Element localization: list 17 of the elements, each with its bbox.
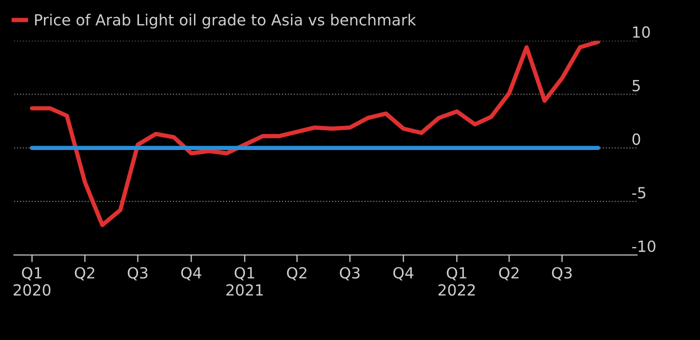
x-tick-label: Q2 bbox=[499, 267, 518, 280]
x-tick-label: Q2 bbox=[287, 267, 306, 280]
x-tick-label: Q4 bbox=[393, 267, 414, 280]
x-tick-label: Q1 2022 bbox=[438, 267, 475, 296]
y-tick-label: -5 bbox=[632, 187, 646, 198]
legend-label: Price of Arab Light oil grade to Asia vs benchmark bbox=[35, 14, 416, 29]
x-tick-label: Q3 bbox=[128, 267, 148, 280]
y-tick-label: -10 bbox=[632, 240, 656, 252]
y-tick-label: 0 bbox=[632, 133, 640, 145]
x-tick-label: Q2 bbox=[74, 267, 94, 280]
y-tick-label: 10 bbox=[633, 26, 650, 38]
x-tick-label: Q1 2021 bbox=[226, 267, 263, 296]
x-tick-label: Q4 bbox=[181, 267, 202, 280]
x-tick-label: Q3 bbox=[552, 267, 572, 280]
x-tick-label: Q1 2020 bbox=[14, 267, 50, 296]
y-tick-label: 5 bbox=[632, 80, 640, 92]
x-tick-label: Q3 bbox=[340, 267, 360, 280]
